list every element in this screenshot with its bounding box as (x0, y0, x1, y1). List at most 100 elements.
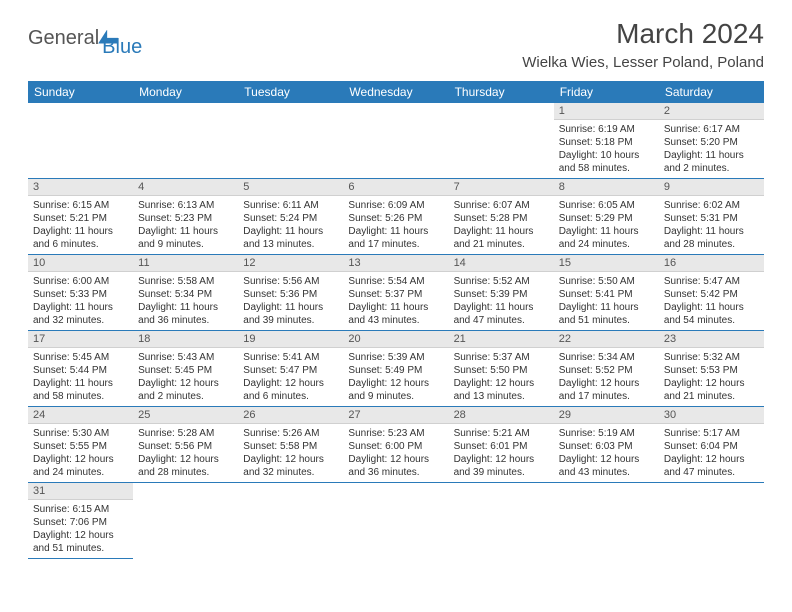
week-row: 24Sunrise: 5:30 AMSunset: 5:55 PMDayligh… (28, 407, 764, 483)
day-cell (449, 483, 554, 559)
col-sat: Saturday (659, 81, 764, 103)
day-number: 13 (343, 255, 448, 272)
col-mon: Monday (133, 81, 238, 103)
day-details: Sunrise: 5:39 AMSunset: 5:49 PMDaylight:… (343, 348, 448, 406)
page-title: March 2024 (522, 18, 764, 50)
day-cell (449, 103, 554, 179)
day-cell: 15Sunrise: 5:50 AMSunset: 5:41 PMDayligh… (554, 255, 659, 331)
day-number: 25 (133, 407, 238, 424)
day-number: 3 (28, 179, 133, 196)
day-cell: 10Sunrise: 6:00 AMSunset: 5:33 PMDayligh… (28, 255, 133, 331)
title-block: March 2024 Wielka Wies, Lesser Poland, P… (522, 18, 764, 71)
day-details: Sunrise: 5:41 AMSunset: 5:47 PMDaylight:… (238, 348, 343, 406)
day-cell: 1Sunrise: 6:19 AMSunset: 5:18 PMDaylight… (554, 103, 659, 179)
day-details: Sunrise: 5:56 AMSunset: 5:36 PMDaylight:… (238, 272, 343, 330)
day-cell (28, 103, 133, 179)
logo: General Blue (28, 18, 142, 59)
day-cell: 12Sunrise: 5:56 AMSunset: 5:36 PMDayligh… (238, 255, 343, 331)
day-details: Sunrise: 5:28 AMSunset: 5:56 PMDaylight:… (133, 424, 238, 482)
week-row: 31Sunrise: 6:15 AMSunset: 7:06 PMDayligh… (28, 483, 764, 559)
day-number: 12 (238, 255, 343, 272)
day-details: Sunrise: 6:19 AMSunset: 5:18 PMDaylight:… (554, 120, 659, 178)
day-cell: 21Sunrise: 5:37 AMSunset: 5:50 PMDayligh… (449, 331, 554, 407)
day-number: 20 (343, 331, 448, 348)
day-cell: 27Sunrise: 5:23 AMSunset: 6:00 PMDayligh… (343, 407, 448, 483)
day-number: 8 (554, 179, 659, 196)
day-number: 27 (343, 407, 448, 424)
week-row: 3Sunrise: 6:15 AMSunset: 5:21 PMDaylight… (28, 179, 764, 255)
day-cell: 14Sunrise: 5:52 AMSunset: 5:39 PMDayligh… (449, 255, 554, 331)
day-details: Sunrise: 5:45 AMSunset: 5:44 PMDaylight:… (28, 348, 133, 406)
col-fri: Friday (554, 81, 659, 103)
day-details: Sunrise: 5:43 AMSunset: 5:45 PMDaylight:… (133, 348, 238, 406)
day-details: Sunrise: 6:11 AMSunset: 5:24 PMDaylight:… (238, 196, 343, 254)
day-cell: 25Sunrise: 5:28 AMSunset: 5:56 PMDayligh… (133, 407, 238, 483)
day-cell (343, 483, 448, 559)
week-row: 10Sunrise: 6:00 AMSunset: 5:33 PMDayligh… (28, 255, 764, 331)
col-thu: Thursday (449, 81, 554, 103)
day-number: 19 (238, 331, 343, 348)
day-cell: 5Sunrise: 6:11 AMSunset: 5:24 PMDaylight… (238, 179, 343, 255)
day-cell: 20Sunrise: 5:39 AMSunset: 5:49 PMDayligh… (343, 331, 448, 407)
day-details: Sunrise: 5:37 AMSunset: 5:50 PMDaylight:… (449, 348, 554, 406)
day-cell: 2Sunrise: 6:17 AMSunset: 5:20 PMDaylight… (659, 103, 764, 179)
day-details: Sunrise: 5:21 AMSunset: 6:01 PMDaylight:… (449, 424, 554, 482)
day-number: 5 (238, 179, 343, 196)
day-details: Sunrise: 5:17 AMSunset: 6:04 PMDaylight:… (659, 424, 764, 482)
day-cell (238, 103, 343, 179)
day-cell: 19Sunrise: 5:41 AMSunset: 5:47 PMDayligh… (238, 331, 343, 407)
day-details: Sunrise: 5:50 AMSunset: 5:41 PMDaylight:… (554, 272, 659, 330)
day-cell: 24Sunrise: 5:30 AMSunset: 5:55 PMDayligh… (28, 407, 133, 483)
day-number: 16 (659, 255, 764, 272)
day-number: 30 (659, 407, 764, 424)
header: General Blue March 2024 Wielka Wies, Les… (28, 18, 764, 71)
day-details: Sunrise: 5:23 AMSunset: 6:00 PMDaylight:… (343, 424, 448, 482)
day-number: 14 (449, 255, 554, 272)
day-cell: 26Sunrise: 5:26 AMSunset: 5:58 PMDayligh… (238, 407, 343, 483)
col-tue: Tuesday (238, 81, 343, 103)
day-number: 23 (659, 331, 764, 348)
day-cell: 8Sunrise: 6:05 AMSunset: 5:29 PMDaylight… (554, 179, 659, 255)
day-details: Sunrise: 5:54 AMSunset: 5:37 PMDaylight:… (343, 272, 448, 330)
day-number: 9 (659, 179, 764, 196)
day-details: Sunrise: 5:34 AMSunset: 5:52 PMDaylight:… (554, 348, 659, 406)
day-number: 7 (449, 179, 554, 196)
day-details: Sunrise: 6:07 AMSunset: 5:28 PMDaylight:… (449, 196, 554, 254)
day-details: Sunrise: 5:30 AMSunset: 5:55 PMDaylight:… (28, 424, 133, 482)
day-number: 11 (133, 255, 238, 272)
day-cell: 29Sunrise: 5:19 AMSunset: 6:03 PMDayligh… (554, 407, 659, 483)
day-cell: 9Sunrise: 6:02 AMSunset: 5:31 PMDaylight… (659, 179, 764, 255)
day-number: 28 (449, 407, 554, 424)
day-cell: 17Sunrise: 5:45 AMSunset: 5:44 PMDayligh… (28, 331, 133, 407)
header-row: Sunday Monday Tuesday Wednesday Thursday… (28, 81, 764, 103)
day-details: Sunrise: 6:02 AMSunset: 5:31 PMDaylight:… (659, 196, 764, 254)
day-cell: 28Sunrise: 5:21 AMSunset: 6:01 PMDayligh… (449, 407, 554, 483)
day-cell: 7Sunrise: 6:07 AMSunset: 5:28 PMDaylight… (449, 179, 554, 255)
day-number: 29 (554, 407, 659, 424)
day-number: 10 (28, 255, 133, 272)
day-cell: 16Sunrise: 5:47 AMSunset: 5:42 PMDayligh… (659, 255, 764, 331)
logo-word1: General (28, 27, 99, 50)
day-number: 4 (133, 179, 238, 196)
day-number: 24 (28, 407, 133, 424)
day-cell: 4Sunrise: 6:13 AMSunset: 5:23 PMDaylight… (133, 179, 238, 255)
day-cell: 3Sunrise: 6:15 AMSunset: 5:21 PMDaylight… (28, 179, 133, 255)
day-number: 21 (449, 331, 554, 348)
day-number: 22 (554, 331, 659, 348)
day-cell: 30Sunrise: 5:17 AMSunset: 6:04 PMDayligh… (659, 407, 764, 483)
week-row: 1Sunrise: 6:19 AMSunset: 5:18 PMDaylight… (28, 103, 764, 179)
day-cell (133, 483, 238, 559)
day-cell: 23Sunrise: 5:32 AMSunset: 5:53 PMDayligh… (659, 331, 764, 407)
day-number: 31 (28, 483, 133, 500)
day-number: 17 (28, 331, 133, 348)
day-details: Sunrise: 5:47 AMSunset: 5:42 PMDaylight:… (659, 272, 764, 330)
day-number: 2 (659, 103, 764, 120)
day-details: Sunrise: 6:15 AMSunset: 5:21 PMDaylight:… (28, 196, 133, 254)
week-row: 17Sunrise: 5:45 AMSunset: 5:44 PMDayligh… (28, 331, 764, 407)
day-number: 15 (554, 255, 659, 272)
day-cell (659, 483, 764, 559)
day-details: Sunrise: 6:09 AMSunset: 5:26 PMDaylight:… (343, 196, 448, 254)
day-number: 1 (554, 103, 659, 120)
day-details: Sunrise: 6:05 AMSunset: 5:29 PMDaylight:… (554, 196, 659, 254)
day-cell: 22Sunrise: 5:34 AMSunset: 5:52 PMDayligh… (554, 331, 659, 407)
